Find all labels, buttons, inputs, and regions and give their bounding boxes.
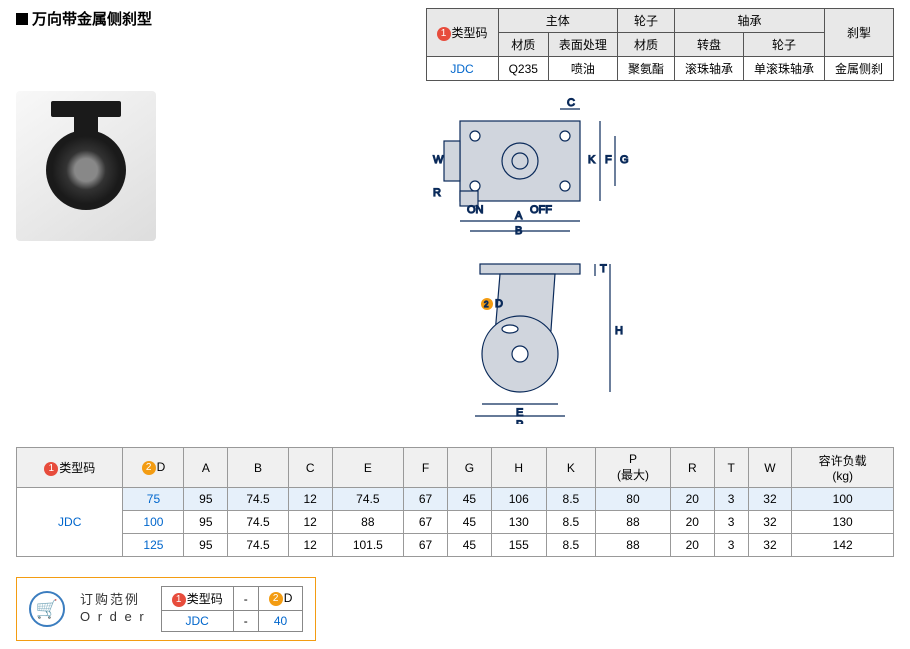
order-example: 🛒 订购范例 O r d e r 1类型码 - 2D JDC - 40 (16, 577, 316, 641)
svg-text:OFF: OFF (530, 204, 552, 216)
svg-text:A: A (515, 210, 523, 222)
svg-text:E: E (516, 407, 523, 419)
svg-text:W: W (433, 154, 444, 166)
page-title: 万向带金属侧刹型 (16, 8, 152, 29)
product-photo (16, 91, 156, 241)
svg-text:2: 2 (484, 300, 489, 309)
svg-text:K: K (588, 154, 596, 166)
svg-text:ON: ON (467, 204, 484, 216)
svg-text:P: P (516, 419, 523, 424)
cart-icon: 🛒 (29, 591, 65, 627)
spec-code: JDC (426, 57, 498, 81)
svg-text:H: H (615, 325, 623, 337)
svg-text:C: C (567, 97, 575, 109)
svg-text:T: T (600, 263, 607, 275)
svg-text:R: R (433, 187, 441, 199)
dimension-table: 1类型码2DABCEFGHKP(最大)RTW容许负载(kg) JDC759574… (16, 447, 894, 557)
spec-table: 1类型码 主体 轮子 轴承 刹掣 材质表面处理 材质 转盘轮子 JDC Q235… (426, 8, 894, 81)
svg-text:G: G (620, 154, 629, 166)
svg-text:D: D (495, 298, 503, 310)
svg-text:F: F (605, 154, 612, 166)
tech-diagrams: B A F G K C W R ON OFF 2 D H T E P (186, 91, 894, 427)
svg-text:B: B (515, 225, 522, 237)
